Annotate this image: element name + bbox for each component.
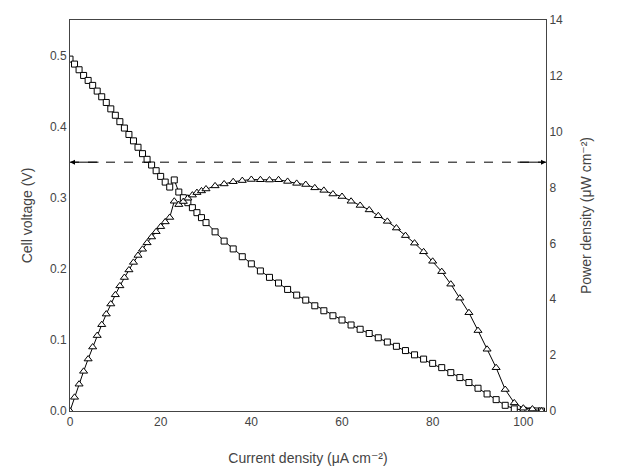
svg-text:40: 40 <box>245 415 259 429</box>
svg-text:100: 100 <box>513 415 533 429</box>
svg-text:60: 60 <box>335 415 349 429</box>
svg-text:0: 0 <box>549 404 556 418</box>
svg-text:0.4: 0.4 <box>50 120 67 134</box>
svg-text:4: 4 <box>549 292 556 306</box>
svg-text:0.3: 0.3 <box>50 191 67 205</box>
svg-text:12: 12 <box>549 69 563 83</box>
svg-text:0.5: 0.5 <box>50 49 67 63</box>
svg-text:8: 8 <box>549 181 556 195</box>
svg-text:0: 0 <box>67 415 74 429</box>
svg-text:14: 14 <box>549 13 563 27</box>
svg-text:10: 10 <box>549 125 563 139</box>
svg-text:6: 6 <box>549 237 556 251</box>
svg-text:2: 2 <box>549 348 556 362</box>
svg-text:80: 80 <box>426 415 440 429</box>
svg-text:0.0: 0.0 <box>50 404 67 418</box>
svg-text:Current density (μA cm⁻²): Current density (μA cm⁻²) <box>228 450 387 466</box>
svg-text:0.2: 0.2 <box>50 262 67 276</box>
svg-text:0.1: 0.1 <box>50 333 67 347</box>
svg-text:Cell voltage (V): Cell voltage (V) <box>19 168 35 264</box>
svg-text:Power density (μW cm⁻²): Power density (μW cm⁻²) <box>578 137 594 294</box>
svg-text:20: 20 <box>154 415 168 429</box>
